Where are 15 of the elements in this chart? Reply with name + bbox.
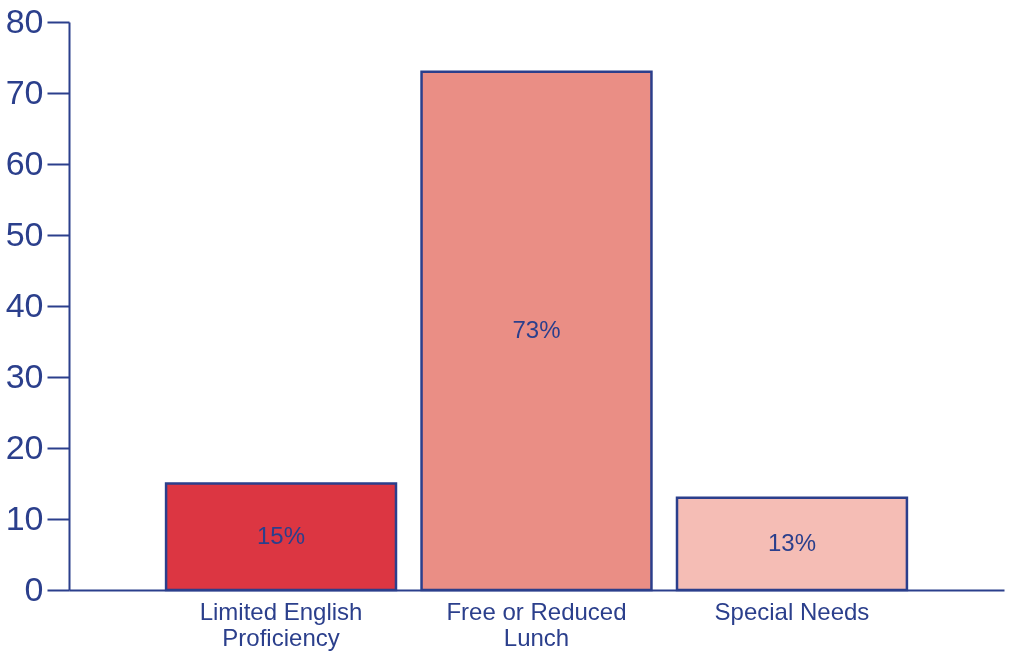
y-tick-label: 30 (5, 356, 44, 395)
y-tick-label: 20 (5, 427, 44, 466)
y-tick-label: 70 (5, 72, 44, 111)
data-label: 15% (257, 521, 306, 549)
y-tick-label: 60 (5, 143, 44, 182)
x-tick-label: Special Needs (714, 597, 870, 625)
y-tick-label: 50 (5, 214, 44, 253)
data-label: 73% (512, 315, 561, 343)
y-tick-label: 0 (24, 569, 44, 608)
y-tick-label: 10 (5, 498, 44, 537)
x-tick-label: Free or Reduced Lunch (446, 597, 627, 651)
y-tick-label: 40 (5, 285, 44, 324)
data-label: 13% (767, 528, 816, 556)
y-tick-label: 80 (5, 1, 44, 40)
x-tick-label: Limited English Proficiency (199, 597, 363, 651)
